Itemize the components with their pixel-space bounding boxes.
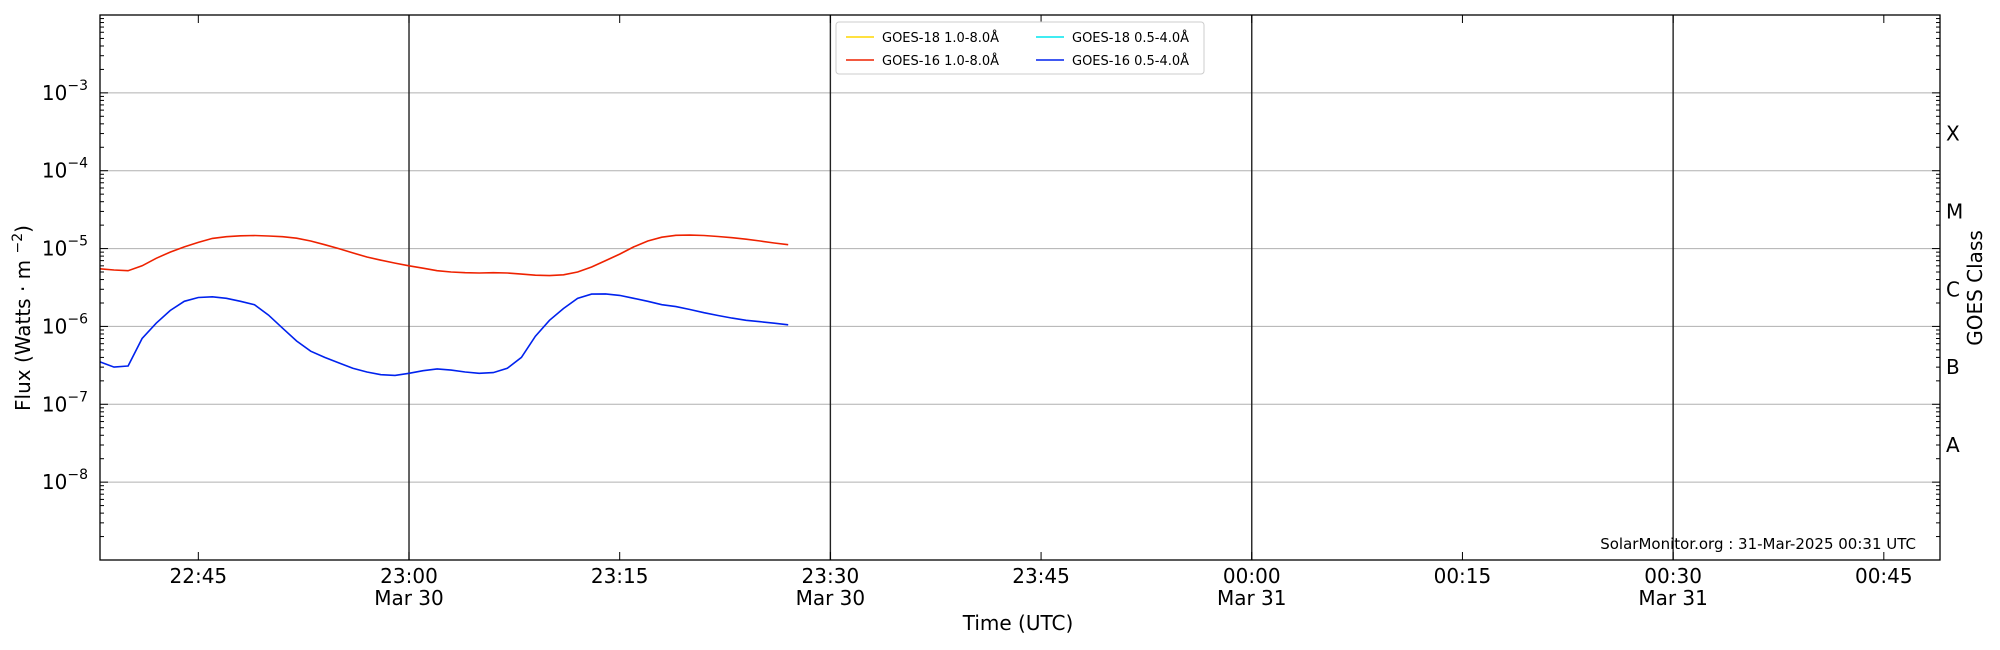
x-tick-label: 23:15 — [591, 564, 649, 588]
x-tick-label: 00:45 — [1855, 564, 1913, 588]
x-tick-date-label: Mar 31 — [1638, 586, 1708, 610]
y-tick-base: 10 — [42, 159, 67, 183]
y-tick-label: 10−5 — [42, 234, 88, 261]
x-tick-label: 23:45 — [1012, 564, 1070, 588]
y-tick-exponent: −5 — [67, 234, 88, 250]
legend-entries: GOES-18 1.0-8.0Å GOES-18 0.5-4.0Å GOES-16 … — [846, 30, 1189, 69]
legend-label: GOES-16 0.5-4.0Å — [1072, 53, 1189, 69]
y-tick-base: 10 — [42, 237, 67, 261]
y-tick-label: 10−3 — [42, 78, 88, 105]
goes-class-label: X — [1946, 122, 1960, 146]
x-tick-date-label: Mar 30 — [796, 586, 866, 610]
vertical-lines — [408, 15, 1674, 560]
x-tick-label: 22:45 — [170, 564, 228, 588]
y-tick-base: 10 — [42, 392, 67, 416]
series-line — [99, 234, 789, 277]
goes-class-label: M — [1946, 199, 1963, 223]
grid-layer — [100, 92, 1940, 483]
y-axis-label-tail: ) — [11, 225, 35, 233]
y-axis-label: Flux (Watts · m −2) — [10, 225, 35, 411]
series-line — [99, 293, 789, 377]
x-tick-label: 00:15 — [1434, 564, 1492, 588]
y-tick-label: 10−6 — [42, 311, 88, 338]
legend-label: GOES-18 0.5-4.0Å — [1072, 30, 1189, 46]
y-tick-label: 10−4 — [42, 156, 88, 183]
y-axis-label-exponent: −2 — [10, 233, 26, 254]
y-tick-label: 10−7 — [42, 389, 88, 416]
y-tick-exponent: −8 — [67, 467, 88, 483]
legend-label: GOES-18 1.0-8.0Å — [882, 30, 999, 46]
y-tick-exponent: −4 — [67, 156, 88, 172]
x-tick-label: 23:00 — [380, 564, 438, 588]
goes-class-label: C — [1946, 277, 1960, 301]
legend-box — [835, 21, 1205, 75]
series-layer — [99, 234, 789, 377]
x-tick-date-label: Mar 30 — [374, 586, 444, 610]
y-tick-base: 10 — [42, 470, 67, 494]
x-axis-label: Time (UTC) — [962, 611, 1074, 635]
y-tick-exponent: −7 — [67, 389, 88, 405]
x-tick-label: 00:00 — [1223, 564, 1281, 588]
legend: GOES-18 1.0-8.0Å GOES-18 0.5-4.0Å GOES-16 … — [835, 21, 1205, 75]
y-tick-label: 10−8 — [42, 467, 88, 494]
x-tick-label: 23:30 — [802, 564, 860, 588]
y-tick-base: 10 — [42, 81, 67, 105]
y-axis-label-text: Flux (Watts · m — [11, 260, 35, 411]
goes-class-label: A — [1946, 433, 1960, 457]
x-tick-label: 00:30 — [1644, 564, 1702, 588]
y-tick-base: 10 — [42, 314, 67, 338]
legend-label: GOES-16 1.0-8.0Å — [882, 53, 999, 69]
plot-frame — [99, 14, 1941, 561]
tick-layer — [100, 15, 1940, 561]
goes-class-label: B — [1946, 355, 1960, 379]
y-tick-exponent: −6 — [67, 311, 88, 327]
y-tick-exponent: −3 — [67, 78, 88, 94]
y2-axis-label: GOES Class — [1963, 230, 1987, 346]
credit-annotation: SolarMonitor.org : 31-Mar-2025 00:31 UTC — [1600, 535, 1916, 553]
x-tick-date-label: Mar 31 — [1217, 586, 1287, 610]
